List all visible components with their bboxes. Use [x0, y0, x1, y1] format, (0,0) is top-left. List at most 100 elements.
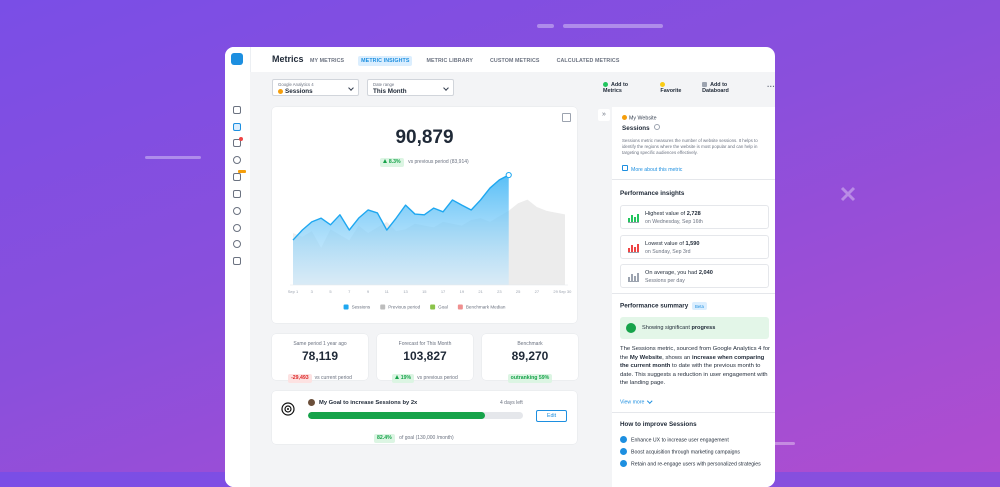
icon [603, 82, 608, 87]
stat-row: -29,493 vs current period [272, 366, 368, 384]
decoration [771, 442, 795, 445]
nav-icon[interactable] [233, 257, 241, 265]
sidebar [225, 47, 251, 487]
tab[interactable]: METRIC INSIGHTS [358, 56, 413, 66]
status-box: Showing significant progress [620, 317, 769, 339]
insight: Lowest value of 1,590 on Sunday, Sep 3rd [620, 234, 769, 259]
item-number [620, 436, 627, 443]
stat-title: Forecast for This Month [398, 341, 452, 347]
more-menu[interactable]: ··· [767, 82, 775, 91]
info-icon [653, 124, 660, 130]
x-tick-label: Sep 1 [288, 289, 299, 294]
goal-title: My Goal to increase Sessions by 2x [319, 400, 418, 406]
add-to-databoard[interactable]: Add to Databoard [702, 82, 753, 94]
legend-swatch [343, 304, 349, 310]
insight-text: On average, you had 2,040 [645, 270, 713, 276]
x-tick-label: 23 [497, 289, 502, 294]
progress-row: 82.4% of goal (130,000 /month) [374, 426, 454, 444]
goal-card: My Goal to increase Sessions by 2x 4 day… [272, 391, 577, 444]
nav-icon[interactable] [233, 240, 241, 248]
comparison: vs previous period (83,914) [408, 159, 469, 165]
divider [612, 412, 775, 413]
goal-remaining: 4 days left [500, 400, 523, 406]
graph-bar [634, 246, 636, 252]
stat-card: Benchmark 89,270 outranking 59% [482, 334, 578, 383]
chart-card: 90,879 8.3% vs previous period (83,914) … [272, 107, 577, 323]
favorite[interactable]: Favorite [660, 82, 688, 94]
nav-icon[interactable] [233, 156, 241, 164]
select-value: Sessions [278, 88, 353, 95]
expand-icon[interactable] [562, 113, 571, 122]
x-tick-label: Sep 30 [559, 289, 572, 294]
improve-title: How to improve Sessions [620, 421, 697, 428]
link-icon [622, 165, 628, 171]
improve-item: Boost acquisition through marketing camp… [620, 448, 740, 456]
summary-text: The Sessions metric, sourced from Google… [620, 345, 770, 388]
insight-text: Highest value of 2,728 [645, 211, 701, 217]
nav-icon[interactable] [233, 106, 241, 114]
graph-bar [628, 277, 630, 281]
date-select[interactable]: Date range This Month [367, 79, 454, 96]
nav-icon[interactable] [233, 123, 241, 131]
source-select[interactable]: Google Analytics 4 Sessions [272, 79, 359, 96]
item-text: Enhance UX to increase user engagement [631, 437, 729, 444]
tab[interactable]: CALCULATED METRICS [556, 58, 620, 64]
insights-title: Performance insights [620, 190, 685, 197]
logo[interactable] [231, 53, 243, 65]
tab[interactable]: MY METRICS [310, 58, 345, 64]
stat-badge-text: -29,493 [291, 375, 309, 381]
graph-bar [634, 276, 636, 281]
item-number [620, 460, 627, 467]
view-more[interactable]: View more [620, 398, 653, 406]
insight-graph [628, 243, 639, 253]
source-text: My Website [629, 115, 657, 122]
legend-swatch [457, 304, 463, 310]
nav-icon[interactable] [233, 190, 241, 198]
tabs: MY METRICS METRIC INSIGHTS METRIC LIBRARY C… [307, 56, 622, 66]
summary-segment: , shows an [662, 354, 692, 361]
tab[interactable]: METRIC LIBRARY [426, 58, 473, 64]
improve-item: Enhance UX to increase user engagement [620, 436, 729, 444]
edit-button[interactable]: Edit [536, 410, 567, 422]
end-marker [505, 171, 512, 179]
target-icon [281, 402, 295, 416]
nav-icon[interactable] [233, 207, 241, 215]
insight-graph [628, 272, 639, 282]
collapse-panel[interactable]: » [598, 109, 610, 121]
page-title: Metrics [272, 54, 304, 64]
panel-description: Sessions metric measures the number of w… [622, 138, 758, 156]
nav-icon[interactable] [233, 224, 241, 232]
change-text: 8.3% [388, 159, 401, 165]
more-link-text: More about this metric [631, 167, 683, 173]
decoration [537, 24, 554, 28]
chart: Sep 1 3 5 7 9 11 13 15 17 19 21 23 25 27 29 Sep 30 Sessi… [288, 171, 572, 310]
stat-badge: outranking 59% [507, 373, 553, 383]
chevron [647, 398, 653, 404]
x-tick-label: 19 [460, 289, 465, 294]
progress-track [308, 412, 523, 419]
stat-card: Same period 1 year ago 78,119 -29,493 vs cu… [272, 334, 368, 383]
nav-icon[interactable] [233, 139, 241, 147]
summary-segment: increase when comparing the current mont… [620, 354, 765, 370]
select-label: Google Analytics 4 [278, 82, 314, 87]
legend-label: Benchmark Median [466, 305, 506, 310]
item-text: Retain and re-engage users with personal… [631, 461, 761, 468]
metric-text: Sessions [622, 125, 650, 132]
add-to-metrics[interactable]: Add to Metrics [603, 82, 646, 94]
graph-bar [637, 273, 639, 281]
icon [660, 82, 666, 87]
stat-value: 89,270 [511, 349, 549, 363]
tab[interactable]: CUSTOM METRICS [490, 58, 540, 64]
graph-bar [631, 244, 633, 252]
more-link[interactable]: More about this metric [622, 165, 682, 173]
nav-icon[interactable] [233, 173, 241, 181]
stat-card: Forecast for This Month 103,827 19% vs prev… [377, 334, 473, 383]
legend-swatch [430, 304, 436, 310]
up-arrow [383, 159, 388, 163]
ga-icon [278, 88, 283, 94]
x-tick-label: 3 [311, 289, 314, 294]
x-tick-label: 9 [367, 289, 370, 294]
panel-metric: Sessions [622, 124, 660, 132]
total: 90,879 [395, 127, 454, 148]
stat-row: 19% vs previous period [377, 366, 473, 384]
